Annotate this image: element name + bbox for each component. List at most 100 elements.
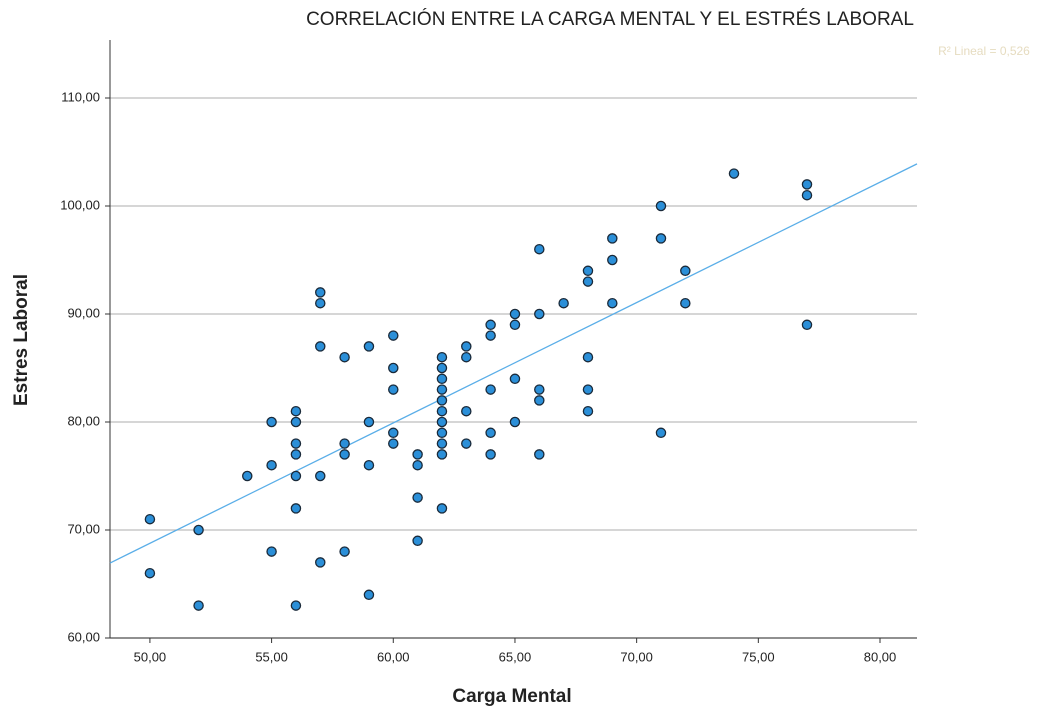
point [534,449,545,460]
point [461,438,472,449]
point [290,405,302,417]
point [412,492,423,503]
point [485,319,496,331]
point [315,470,326,482]
point [436,384,448,395]
point [582,265,594,277]
point [290,600,302,611]
point [582,276,594,287]
point [363,459,375,471]
point [655,233,667,244]
x-tick-label: 50,00 [134,649,167,664]
point [509,416,521,428]
point [242,470,253,482]
x-tick-label: 80,00 [864,649,897,664]
point [728,168,740,179]
point [315,557,326,568]
point [339,546,350,557]
x-tick-label: 75,00 [742,649,775,664]
point [655,200,667,212]
point [607,233,618,244]
point [534,243,545,255]
point [315,341,326,352]
point [436,449,448,460]
point [509,319,521,331]
y-tick-label: 110,00 [61,89,100,104]
x-tick-label: 60,00 [377,649,410,664]
point [436,373,448,385]
point [534,384,545,395]
point [193,600,204,611]
point [363,589,375,601]
point [534,395,545,406]
point [436,438,448,449]
point [193,524,204,536]
point [436,362,448,374]
y-tick-label: 80,00 [67,413,100,428]
point [461,341,472,352]
point [290,470,302,482]
y-tick-label: 100,00 [60,197,100,212]
point [363,416,375,428]
point [534,308,545,320]
point [436,405,448,417]
point [582,351,594,363]
point [315,287,326,298]
point [266,546,277,557]
point [412,449,423,460]
point [485,330,496,341]
point [655,427,667,439]
point [290,416,302,428]
point [144,513,156,525]
point [436,427,448,439]
point [485,449,496,460]
x-axis-label: Carga Mental [452,686,571,707]
point [339,351,350,363]
point [436,503,448,514]
point [412,535,423,547]
y-axis-label: Estres Laboral [11,274,32,406]
point [485,384,496,395]
point [388,330,399,341]
x-tick-label: 70,00 [620,649,653,664]
point [290,438,302,449]
point [436,416,448,428]
point [436,395,448,406]
point [485,427,496,439]
y-tick-label: 60,00 [67,629,100,644]
point [801,319,813,331]
point [315,297,326,309]
point [582,384,594,395]
y-tick-label: 70,00 [67,521,100,536]
point [558,297,569,309]
point [339,449,350,460]
point [461,351,472,363]
point [801,179,813,190]
point [436,351,448,363]
point [509,373,521,385]
chart-title: CORRELACIÓN ENTRE LA CARGA MENTAL Y EL E… [306,8,914,30]
point [582,405,594,417]
point [266,416,277,428]
point [509,308,521,320]
point [363,341,375,352]
point [290,449,302,460]
point [680,265,691,277]
x-tick-label: 55,00 [255,649,288,664]
point [339,438,350,449]
point [801,189,813,201]
fit-line [109,163,918,564]
point [607,297,618,309]
point [388,384,399,395]
point [388,438,399,449]
point [461,405,472,417]
point [388,362,399,374]
point [412,459,423,471]
point [680,297,691,309]
point [607,254,618,266]
point [388,427,399,439]
y-tick-label: 90,00 [67,305,100,320]
point [266,459,277,471]
